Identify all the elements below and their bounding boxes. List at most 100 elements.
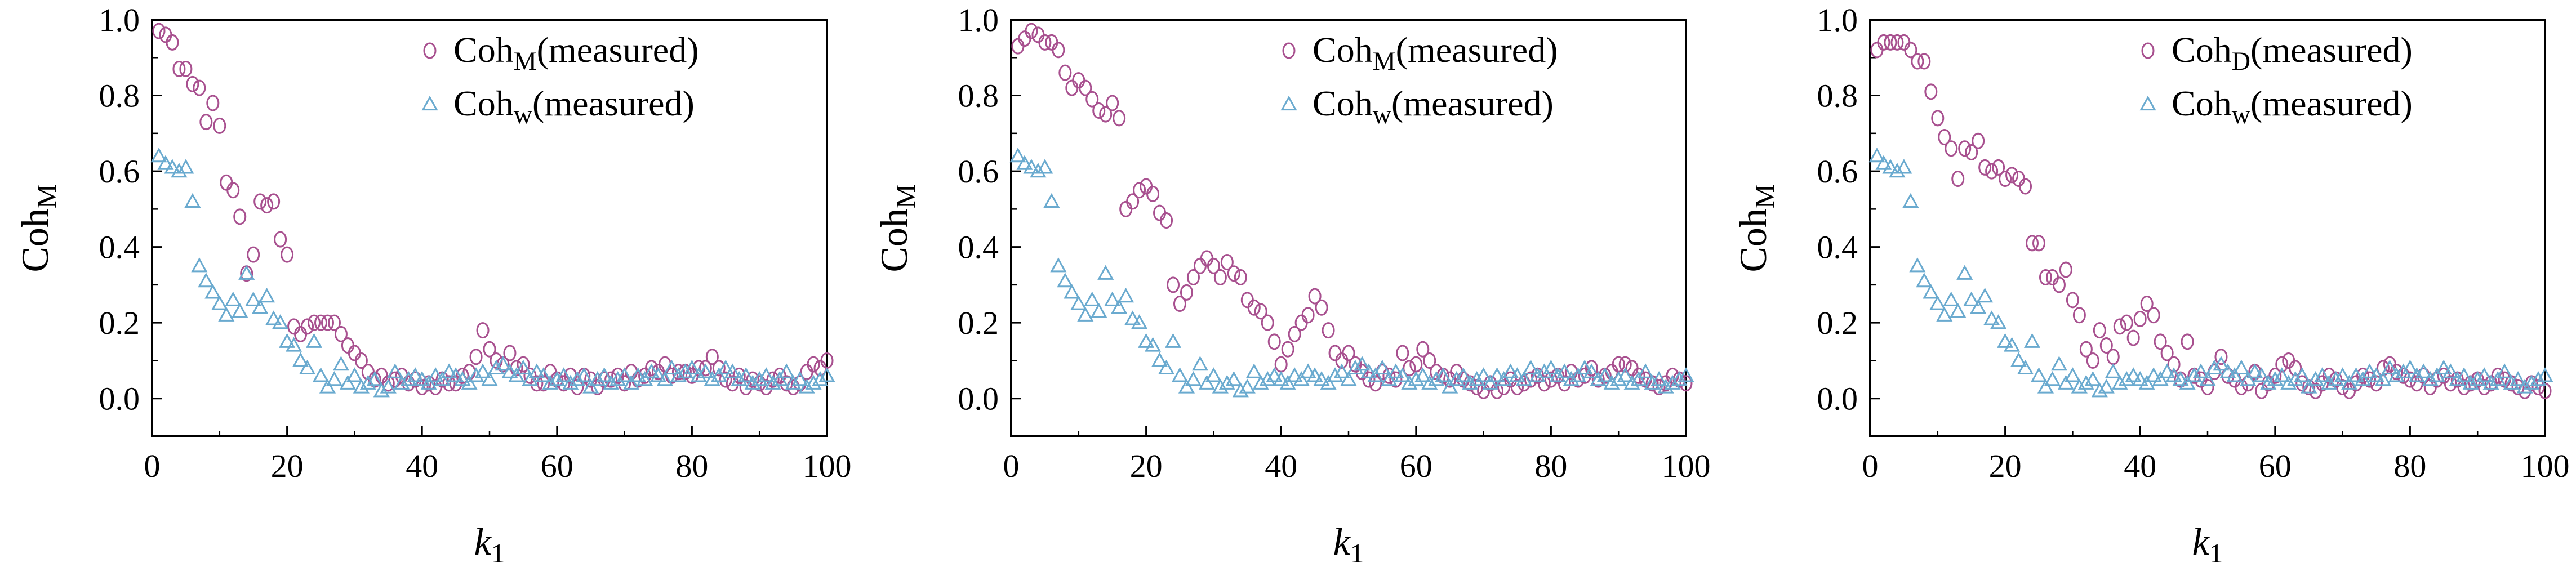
data-point-triangle	[1009, 148, 1026, 163]
data-point-triangle	[1374, 359, 1391, 375]
data-point-triangle	[2476, 367, 2493, 382]
y-tick-label: 0.6	[1817, 153, 1858, 190]
data-point-circle	[1999, 171, 2012, 187]
data-point-triangle	[2482, 374, 2499, 390]
y-axis-label-sub: M	[31, 184, 62, 209]
data-point-triangle	[468, 367, 484, 382]
data-point-triangle	[636, 371, 653, 386]
data-point-triangle	[252, 299, 269, 314]
data-point-triangle	[677, 363, 693, 378]
data-point-circle	[469, 349, 483, 365]
data-point-circle	[341, 337, 354, 354]
data-point-circle	[2289, 360, 2302, 377]
legend-marker-triangle	[1280, 95, 1297, 111]
data-point-circle	[671, 364, 685, 381]
data-point-triangle	[2422, 371, 2439, 386]
data-point-circle	[1267, 333, 1281, 350]
data-point-triangle	[2233, 359, 2250, 375]
data-point-circle	[1113, 110, 1126, 127]
data-point-triangle	[1650, 371, 1667, 386]
data-point-triangle	[2307, 371, 2324, 386]
data-point-triangle	[2510, 371, 2526, 386]
data-point-triangle	[1111, 299, 1128, 314]
data-point-circle	[2491, 367, 2504, 384]
data-point-circle	[517, 356, 530, 373]
y-axis-label-base: Coh	[873, 208, 915, 272]
y-tick-label: 1.0	[958, 2, 999, 38]
data-point-triangle	[710, 367, 727, 382]
data-point-circle	[1153, 204, 1167, 221]
data-point-triangle	[279, 333, 296, 348]
data-point-triangle	[1569, 367, 1586, 382]
data-point-circle	[199, 114, 213, 131]
data-point-triangle	[312, 367, 330, 382]
data-point-triangle	[2469, 371, 2486, 386]
data-point-triangle	[1576, 359, 1593, 375]
data-point-circle	[1978, 159, 1992, 176]
data-point-triangle	[2206, 359, 2223, 375]
data-point-circle	[2079, 341, 2093, 358]
data-point-triangle	[2354, 371, 2372, 386]
data-point-triangle	[1923, 284, 1939, 299]
data-point-triangle	[818, 367, 835, 382]
data-point-triangle	[2328, 371, 2344, 386]
data-point-triangle	[218, 306, 235, 322]
data-point-triangle	[2341, 374, 2358, 390]
data-point-circle	[1423, 352, 1436, 369]
data-point-triangle	[1151, 352, 1168, 367]
legend-label-sub: w	[2232, 100, 2251, 129]
data-point-triangle	[569, 371, 586, 386]
data-point-triangle	[2172, 371, 2189, 386]
data-point-circle	[1904, 42, 1917, 59]
data-point-triangle	[2192, 363, 2209, 378]
data-point-triangle	[2152, 371, 2169, 386]
data-point-triangle	[157, 155, 174, 170]
x-axis-label-sub: 1	[491, 538, 505, 567]
chart-panel-3: 0 20 40 60 80 1000.00.20.40.60.81.0k1CohMCohD…	[1732, 2, 2570, 567]
data-point-circle	[1992, 159, 2005, 176]
data-point-circle	[1234, 269, 1247, 285]
data-point-circle	[2032, 235, 2045, 252]
series-1	[1011, 23, 1693, 399]
data-point-circle	[1025, 23, 1038, 39]
y-axis-label-base: Coh	[14, 208, 56, 272]
data-point-triangle	[2118, 371, 2135, 386]
data-point-triangle	[407, 367, 424, 382]
data-point-triangle	[1266, 367, 1283, 382]
data-point-triangle	[353, 378, 370, 394]
data-point-triangle	[413, 371, 430, 386]
data-point-triangle	[1889, 163, 1906, 178]
data-point-triangle	[481, 371, 498, 386]
data-point-circle	[172, 60, 186, 77]
data-point-triangle	[2334, 367, 2351, 382]
data-point-circle	[1294, 314, 1308, 331]
data-point-circle	[314, 314, 327, 331]
data-point-circle	[2201, 379, 2214, 396]
data-point-triangle	[299, 359, 316, 375]
data-point-triangle	[2105, 363, 2121, 378]
data-point-circle	[483, 341, 496, 358]
data-point-circle	[274, 231, 287, 248]
data-point-triangle	[2260, 374, 2277, 390]
data-point-triangle	[2462, 374, 2479, 390]
data-point-circle	[618, 375, 631, 392]
data-point-triangle	[373, 382, 390, 398]
data-point-circle	[1200, 250, 1213, 267]
data-point-triangle	[1138, 333, 1155, 348]
data-point-circle	[206, 95, 220, 111]
data-point-circle	[1382, 367, 1396, 384]
data-point-circle	[2336, 379, 2350, 396]
data-point-triangle	[630, 367, 647, 382]
data-point-circle	[1011, 38, 1025, 55]
legend: CohD(measured)Cohw(measured)	[2139, 30, 2413, 129]
data-point-triangle	[1950, 302, 1967, 318]
data-point-triangle	[1030, 163, 1047, 178]
series-1	[152, 23, 834, 396]
data-point-circle	[1288, 325, 1301, 342]
data-point-circle	[1870, 42, 1884, 59]
data-point-circle	[1065, 79, 1079, 96]
data-point-triangle	[751, 371, 768, 386]
data-point-triangle	[2314, 367, 2331, 382]
x-tick-label: 20	[1989, 448, 2022, 484]
data-point-circle	[2106, 349, 2120, 365]
